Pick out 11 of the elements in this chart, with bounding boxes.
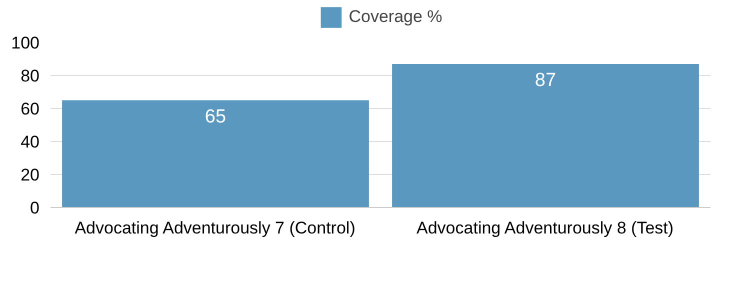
y-tick-label: 20 [20,166,40,184]
y-tick-label: 80 [20,66,40,86]
y-tick-label: 100 [11,34,40,52]
y-tick-label: 40 [20,132,40,152]
legend-label: Coverage % [348,7,442,27]
data-label: 87 [534,70,556,91]
data-label: 65 [204,106,226,128]
x-tick-label: Advocating Adventurously 8 (Test) [416,218,674,238]
y-tick-label: 0 [30,198,40,218]
y-tick-label: 60 [20,100,40,118]
x-tick-label: Advocating Adventurously 7 (Control) [74,218,356,238]
